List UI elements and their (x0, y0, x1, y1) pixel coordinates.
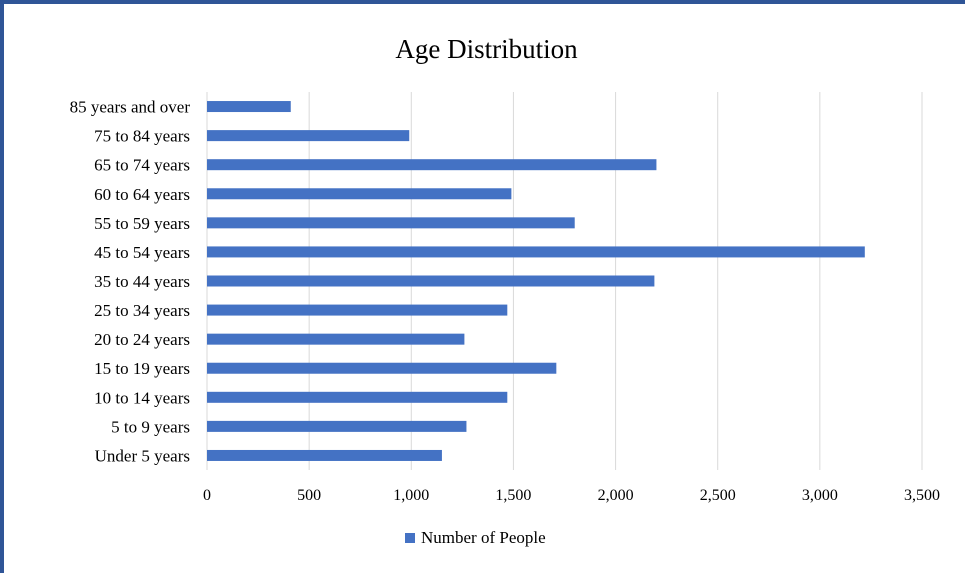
category-label: 75 to 84 years (94, 127, 190, 146)
category-label: 5 to 9 years (111, 417, 190, 436)
legend-label: Number of People (421, 528, 546, 547)
legend-swatch (405, 533, 415, 543)
category-label: 15 to 19 years (94, 359, 190, 378)
category-label: Under 5 years (95, 446, 190, 465)
category-label: 10 to 14 years (94, 388, 190, 407)
category-label: 25 to 34 years (94, 301, 190, 320)
bar (207, 188, 512, 200)
x-tick-label: 3,500 (904, 487, 940, 504)
x-tick-label: 3,000 (802, 487, 838, 504)
category-label: 85 years and over (70, 98, 191, 117)
bar (207, 391, 508, 403)
bar (207, 101, 291, 113)
category-label: 20 to 24 years (94, 330, 190, 349)
x-tick-label: 0 (203, 487, 211, 504)
x-tick-label: 500 (297, 487, 321, 504)
bar (207, 159, 657, 171)
chart-title: Age Distribution (395, 34, 578, 64)
bar (207, 420, 467, 432)
category-label: 35 to 44 years (94, 272, 190, 291)
category-label: 55 to 59 years (94, 214, 190, 233)
category-label: 45 to 54 years (94, 243, 190, 262)
bar (207, 449, 442, 461)
bar (207, 333, 465, 345)
category-label: 65 to 74 years (94, 156, 190, 175)
category-label: 60 to 64 years (94, 185, 190, 204)
bar (207, 304, 508, 316)
bar (207, 275, 655, 287)
bar (207, 217, 575, 229)
x-tick-label: 2,000 (598, 487, 634, 504)
x-tick-label: 2,500 (700, 487, 736, 504)
bar (207, 246, 865, 258)
chart-svg: 0 500 1,000 1,500 2,000 2,500 3,000 3,500 Under … (70, 92, 940, 547)
bar (207, 362, 557, 374)
bar (207, 130, 410, 142)
x-tick-label: 1,500 (495, 487, 531, 504)
x-tick-label: 1,000 (393, 487, 429, 504)
